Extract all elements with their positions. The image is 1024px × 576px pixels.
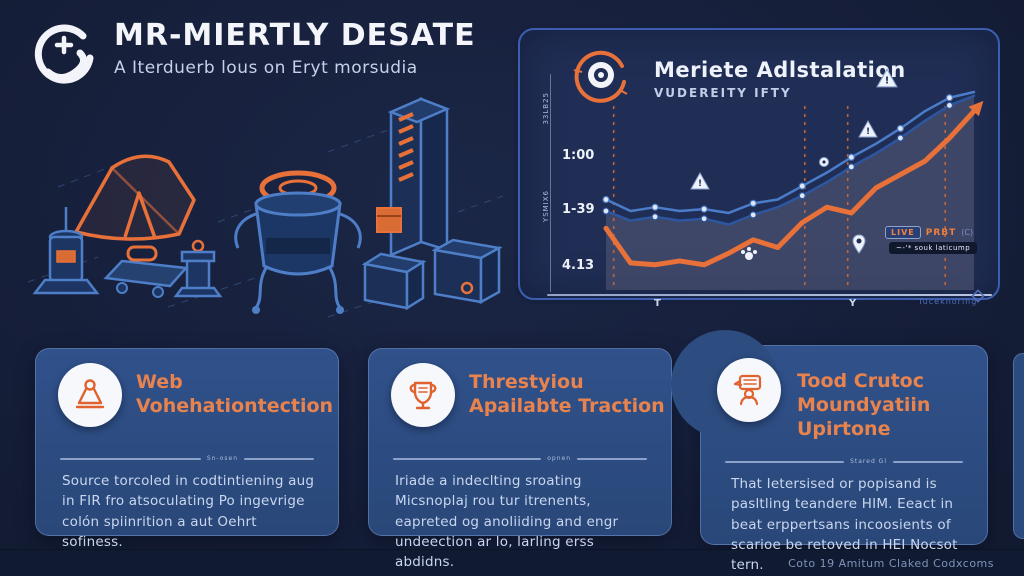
target-icon	[572, 46, 630, 104]
stamp-flask-icon	[58, 363, 122, 427]
y-tick-label: 1-39	[562, 202, 595, 217]
pedestal-shape	[173, 239, 223, 298]
svg-text:!: !	[885, 76, 890, 87]
legend-caption: ~-'* souk laticump	[889, 242, 978, 254]
svg-text:!: !	[866, 127, 870, 137]
cropped-card-edge	[1013, 353, 1024, 539]
card-body-text: Iriade a indeclting sroating Micsnoplaj …	[395, 473, 619, 570]
card-body-text: That Ietersised or popisand is pasltling…	[731, 476, 958, 573]
chart-subtitle: VUDEREITY IFTY	[654, 86, 792, 100]
tall-tower-shape	[361, 97, 503, 311]
isometric-illustration	[27, 92, 504, 336]
chart-legend: LIVE PRBT (C)	[885, 226, 973, 239]
x-tick-label: Y	[849, 298, 857, 309]
page-subtitle: A Iterduerb lous on Eryt morsudia	[114, 57, 418, 78]
header: MR-MIERTLY DESATE A Iterduerb lous on Er…	[28, 20, 476, 96]
s-plus-logo-icon	[28, 20, 100, 96]
legend-paren: (C)	[961, 228, 974, 237]
ruler-mid-label: YSMIX6	[542, 190, 550, 223]
x-axis-line	[547, 294, 992, 296]
ruler-top-label: 33LB25	[542, 92, 550, 125]
legend-text: PRBT	[925, 227, 957, 238]
info-card-web: Web Vohehationtection Sn-osen Source tor…	[35, 348, 339, 550]
y-tick-label: 1:00	[562, 148, 595, 163]
info-card-traction: Threstyiou Apailabte Traction opnen Iria…	[368, 348, 672, 570]
trophy-shield-icon	[391, 363, 455, 427]
y-tick-label: 4.13	[562, 258, 595, 273]
turbine-robot-shape	[234, 170, 362, 314]
chart-watermark: Tuceknoring	[918, 297, 978, 306]
card-divider: opnen	[393, 455, 647, 462]
card-title: Tood Crutoc Moundyatiin Upirtone	[797, 370, 931, 440]
chart-title: Meriete Adlstalation	[654, 58, 906, 82]
card-title: Threstyiou Apailabte Traction	[469, 371, 665, 417]
footer-caption: Coto 19 Amitum Claked Codxcoms	[788, 557, 994, 570]
card-title: Web Vohehationtection	[136, 371, 334, 417]
card-body-text: Source torcoled in codtintiening aug in …	[62, 473, 315, 550]
live-badge: LIVE	[885, 226, 921, 239]
conveyor-shape	[103, 245, 189, 298]
x-tick-label: T	[654, 298, 661, 309]
tower-small-shape	[32, 207, 100, 295]
page-title: MR-MIERTLY DESATE	[114, 18, 476, 53]
bottom-strip	[0, 549, 1024, 576]
diamond-icon	[970, 288, 986, 308]
person-chat-icon	[717, 358, 781, 422]
y-ruler	[550, 74, 551, 292]
card-divider: Stared Gl	[725, 458, 963, 465]
svg-text:!: !	[698, 179, 702, 189]
chart-panel: Meriete Adlstalation VUDEREITY IFTY 33LB…	[518, 28, 1000, 309]
tent-shape	[74, 154, 196, 241]
line-chart-plot: ! ! ! LIVE PRBT (C) ~-'* sou	[602, 68, 992, 292]
info-card-uptone: Tood Crutoc Moundyatiin Upirtone Stared …	[671, 330, 988, 573]
card-divider: Sn-osen	[60, 455, 314, 462]
